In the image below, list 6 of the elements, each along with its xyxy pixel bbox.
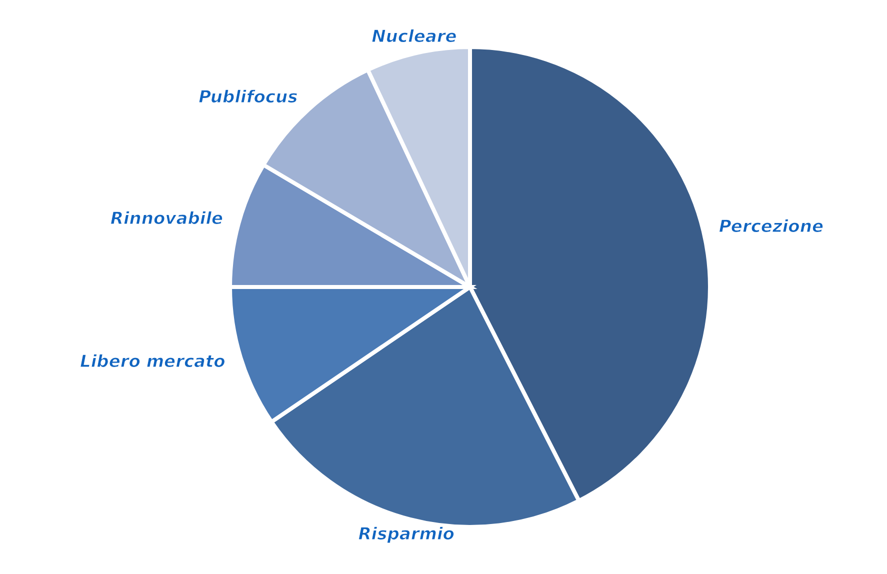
slice-label: Libero mercato [80, 352, 226, 372]
slice-label: Nucleare [372, 26, 457, 47]
slice-label: Rinnovabile [110, 209, 224, 230]
slice-label: Percezione [718, 216, 824, 237]
slice-label: Risparmio [358, 524, 455, 545]
slice-label: Publifocus [198, 87, 298, 108]
